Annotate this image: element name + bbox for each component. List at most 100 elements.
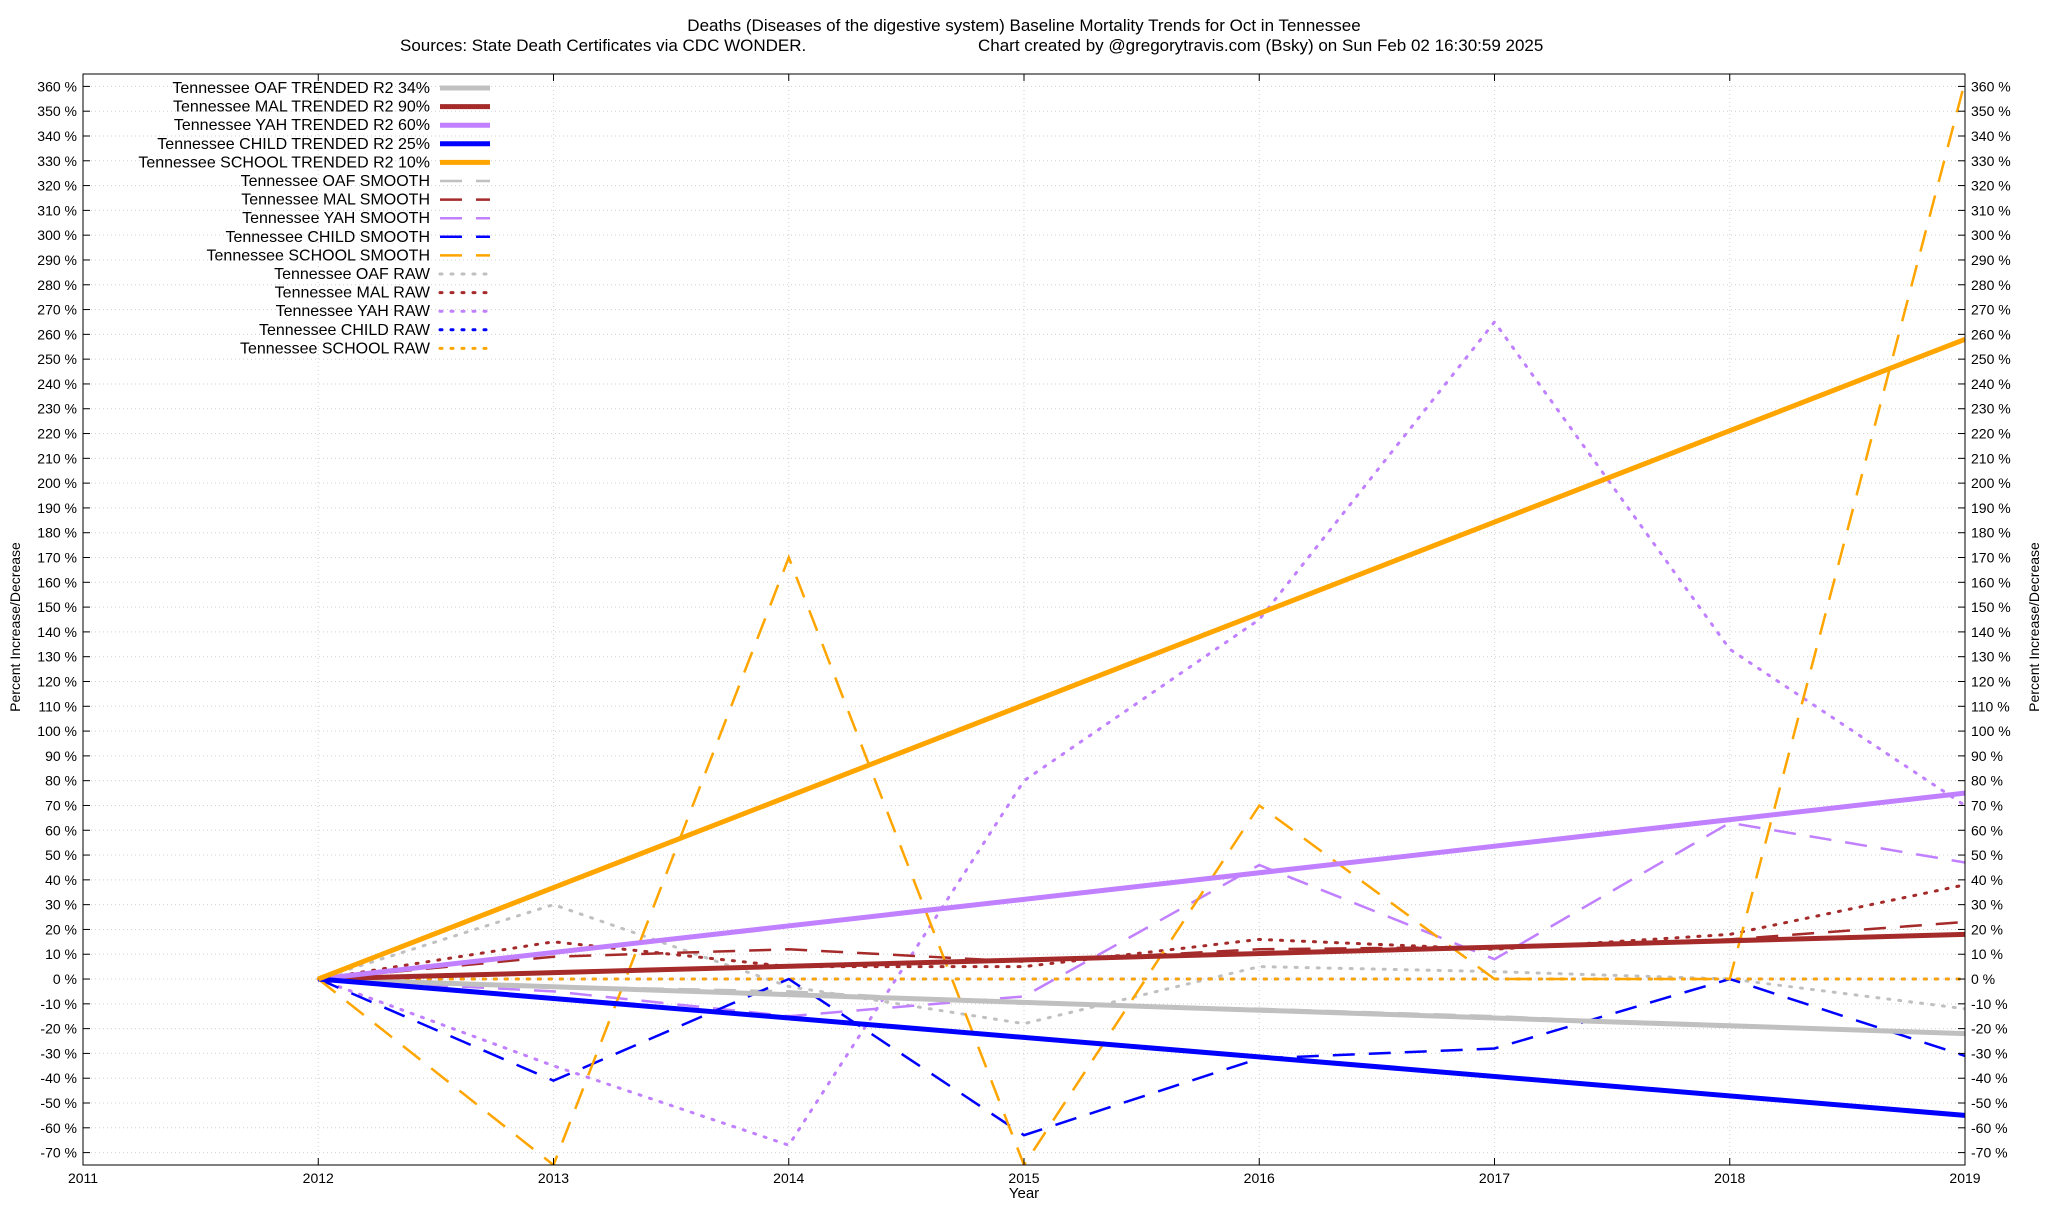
y-tick-label-left: 270 % bbox=[37, 302, 77, 318]
x-tick-label: 2016 bbox=[1244, 1170, 1275, 1186]
y-tick-label-left: 340 % bbox=[37, 128, 77, 144]
y-tick-label-right: 350 % bbox=[1971, 103, 2011, 119]
y-tick-label-right: 310 % bbox=[1971, 202, 2011, 218]
y-tick-label-left: 190 % bbox=[37, 500, 77, 516]
y-tick-label-right: 30 % bbox=[1971, 897, 2003, 913]
y-tick-label-right: 360 % bbox=[1971, 78, 2011, 94]
y-tick-label-right: 290 % bbox=[1971, 252, 2011, 268]
y-tick-label-left: -10 % bbox=[40, 996, 77, 1012]
y-tick-label-left: 250 % bbox=[37, 351, 77, 367]
legend-label: Tennessee MAL TRENDED R2 90% bbox=[173, 99, 430, 116]
legend-label: Tennessee CHILD RAW bbox=[259, 322, 431, 339]
legend-label: Tennessee SCHOOL RAW bbox=[240, 340, 431, 357]
y-axis-label-right: Percent Increase/Decrease bbox=[2026, 542, 2042, 712]
x-tick-label: 2011 bbox=[68, 1170, 98, 1186]
y-tick-label-left: 90 % bbox=[45, 748, 77, 764]
y-tick-label-right: 300 % bbox=[1971, 227, 2011, 243]
y-tick-label-right: -50 % bbox=[1971, 1095, 2008, 1111]
y-tick-label-left: 220 % bbox=[37, 426, 77, 442]
y-tick-label-right: -40 % bbox=[1971, 1070, 2008, 1086]
y-axis-label-left: Percent Increase/Decrease bbox=[7, 542, 23, 712]
x-tick-label: 2017 bbox=[1479, 1170, 1510, 1186]
y-tick-label-left: 130 % bbox=[37, 649, 77, 665]
y-tick-label-right: 190 % bbox=[1971, 500, 2011, 516]
y-tick-label-right: -30 % bbox=[1971, 1045, 2008, 1061]
y-tick-label-right: 90 % bbox=[1971, 748, 2003, 764]
y-tick-label-right: 250 % bbox=[1971, 351, 2011, 367]
y-tick-label-right: 40 % bbox=[1971, 872, 2003, 888]
y-tick-label-left: -20 % bbox=[40, 1021, 77, 1037]
y-tick-label-right: 130 % bbox=[1971, 649, 2011, 665]
y-tick-label-left: 320 % bbox=[37, 178, 77, 194]
y-tick-label-right: 320 % bbox=[1971, 178, 2011, 194]
legend-label: Tennessee MAL RAW bbox=[275, 285, 431, 302]
y-tick-label-right: -60 % bbox=[1971, 1120, 2008, 1136]
legend-label: Tennessee CHILD SMOOTH bbox=[225, 229, 430, 246]
y-tick-label-right: 0 % bbox=[1971, 971, 1995, 987]
plot-series bbox=[316, 81, 1965, 1165]
y-tick-label-left: 300 % bbox=[37, 227, 77, 243]
y-tick-label-right: 170 % bbox=[1971, 550, 2011, 566]
y-tick-label-right: 330 % bbox=[1971, 153, 2011, 169]
y-tick-label-left: 50 % bbox=[45, 847, 77, 863]
legend-label: Tennessee OAF SMOOTH bbox=[241, 173, 430, 190]
y-tick-label-left: 60 % bbox=[45, 822, 77, 838]
chart-title: Deaths (Diseases of the digestive system… bbox=[687, 16, 1360, 35]
y-tick-label-left: 160 % bbox=[37, 574, 77, 590]
x-tick-label: 2015 bbox=[1008, 1170, 1039, 1186]
y-tick-label-right: 180 % bbox=[1971, 525, 2011, 541]
y-tick-label-left: 230 % bbox=[37, 401, 77, 417]
x-axis-label: Year bbox=[1009, 1185, 1039, 1200]
y-tick-label-left: 110 % bbox=[38, 698, 77, 714]
y-tick-label-right: 120 % bbox=[1971, 673, 2011, 689]
y-tick-label-left: -70 % bbox=[40, 1145, 77, 1161]
series-line-tennessee-oaf-trended-r2-34 bbox=[318, 976, 1965, 1037]
y-tick-label-right: -70 % bbox=[1971, 1145, 2008, 1161]
y-tick-label-left: 260 % bbox=[37, 326, 77, 342]
legend-label: Tennessee CHILD TRENDED R2 25% bbox=[157, 136, 430, 153]
legend-label: Tennessee YAH RAW bbox=[276, 303, 431, 320]
y-tick-label-right: 210 % bbox=[1971, 450, 2011, 466]
y-tick-label-left: -40 % bbox=[40, 1070, 77, 1086]
y-tick-label-left: 0 % bbox=[53, 971, 77, 987]
y-tick-label-left: 360 % bbox=[37, 78, 77, 94]
y-tick-label-left: -50 % bbox=[40, 1095, 77, 1111]
y-tick-label-right: 270 % bbox=[1971, 302, 2011, 318]
y-tick-label-left: 240 % bbox=[37, 376, 77, 392]
y-tick-label-left: -30 % bbox=[40, 1045, 77, 1061]
y-tick-label-right: 110 % bbox=[1971, 698, 2010, 714]
x-tick-label: 2018 bbox=[1714, 1170, 1745, 1186]
y-tick-label-right: 240 % bbox=[1971, 376, 2011, 392]
y-tick-label-left: 200 % bbox=[37, 475, 77, 491]
y-tick-label-right: -10 % bbox=[1971, 996, 2008, 1012]
y-tick-label-left: 210 % bbox=[37, 450, 77, 466]
y-tick-label-right: 140 % bbox=[1971, 624, 2011, 640]
y-tick-label-right: 20 % bbox=[1971, 921, 2003, 937]
axes: -70 % -70 % -60 % -60 % -50 % -50 % -40 % -40 %… bbox=[37, 73, 2011, 1186]
y-tick-label-left: -60 % bbox=[40, 1120, 77, 1136]
chart-credit: Chart created by @gregorytravis.com (Bsk… bbox=[978, 36, 1543, 55]
y-tick-label-right: 280 % bbox=[1971, 277, 2011, 293]
y-tick-label-left: 180 % bbox=[37, 525, 77, 541]
legend-label: Tennessee MAL SMOOTH bbox=[241, 192, 430, 209]
y-tick-label-left: 290 % bbox=[37, 252, 77, 268]
legend-label: Tennessee SCHOOL TRENDED R2 10% bbox=[138, 154, 430, 171]
y-tick-label-left: 20 % bbox=[45, 921, 77, 937]
series-line-tennessee-school-trended-r2-10 bbox=[317, 336, 1965, 982]
series-line-tennessee-child-trended-r2-25 bbox=[318, 976, 1965, 1118]
legend-label: Tennessee OAF TRENDED R2 34% bbox=[172, 80, 430, 97]
series-line-tennessee-mal-trended-r2-90 bbox=[318, 931, 1965, 982]
y-tick-label-right: -20 % bbox=[1971, 1021, 2008, 1037]
y-tick-label-left: 100 % bbox=[37, 723, 77, 739]
legend-label: Tennessee SCHOOL SMOOTH bbox=[207, 247, 430, 264]
series-line-tennessee-child-smooth bbox=[317, 977, 1965, 1137]
y-tick-label-right: 220 % bbox=[1971, 426, 2011, 442]
chart-source: Sources: State Death Certificates via CD… bbox=[400, 36, 806, 55]
y-tick-label-left: 80 % bbox=[45, 773, 77, 789]
y-tick-label-right: 150 % bbox=[1971, 599, 2011, 615]
series-line-tennessee-yah-trended-r2-60 bbox=[318, 790, 1965, 982]
y-tick-label-right: 50 % bbox=[1971, 847, 2003, 863]
y-tick-label-right: 60 % bbox=[1971, 822, 2003, 838]
y-tick-label-right: 100 % bbox=[1971, 723, 2011, 739]
series-line-tennessee-yah-raw bbox=[316, 319, 1965, 1147]
